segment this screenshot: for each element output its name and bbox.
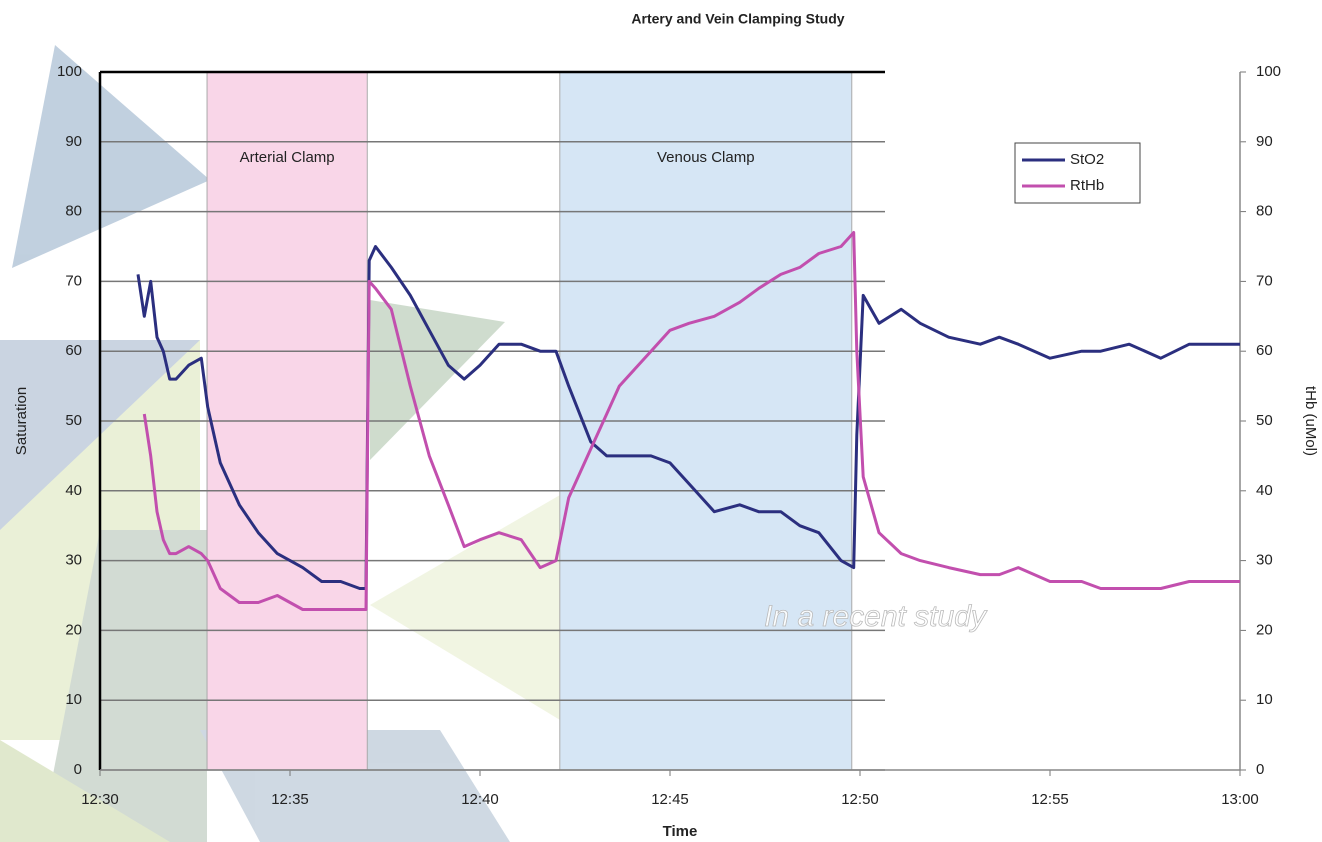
legend-label: StO2	[1070, 151, 1104, 168]
legend: StO2 RtHb	[1014, 142, 1141, 204]
y2-tick-label: 30	[1256, 552, 1273, 569]
y-tick-label: 100	[57, 63, 82, 80]
chart-title: Artery and Vein Clamping Study	[631, 11, 844, 27]
legend-label: RtHb	[1070, 177, 1104, 194]
y-tick-label: 30	[65, 552, 82, 569]
x-tick-label: 12:30	[81, 791, 119, 808]
y-tick-label: 20	[65, 621, 82, 638]
x-axis-label: Time	[663, 823, 698, 840]
y-tick-label: 50	[65, 412, 82, 429]
y-tick-label: 80	[65, 203, 82, 220]
x-tick-label: 13:00	[1221, 791, 1259, 808]
y-tick-label: 10	[65, 691, 82, 708]
y-tick-label: 0	[74, 761, 82, 778]
y2-tick-label: 10	[1256, 691, 1273, 708]
y-tick-label: 70	[65, 272, 82, 289]
x-tick-label: 12:35	[271, 791, 309, 808]
grid: 0 10 20 30 40 50 60 70 80 90 100 0 10 20 30 40 50 60 70 80 9…	[57, 63, 1281, 808]
y2-tick-label: 70	[1256, 272, 1273, 289]
x-tick-label: 12:55	[1031, 791, 1069, 808]
y2-tick-label: 0	[1256, 761, 1264, 778]
y-tick-label: 40	[65, 482, 82, 499]
y-tick-label: 60	[65, 342, 82, 359]
series-line	[142, 231, 1240, 611]
x-tick-label: 12:45	[651, 791, 689, 808]
watermark: In a recent study	[764, 600, 988, 633]
y2-tick-label: 50	[1256, 412, 1273, 429]
legend-box	[1014, 142, 1141, 204]
y-axis-label: Saturation	[13, 387, 30, 455]
x-tick-label: 12:40	[461, 791, 499, 808]
lines	[136, 231, 1240, 611]
y2-tick-label: 90	[1256, 133, 1273, 150]
y2-tick-label: 80	[1256, 203, 1273, 220]
x-tick-label: 12:50	[841, 791, 879, 808]
y2-axis-label: tHb (uMol)	[1302, 386, 1319, 456]
span-label: Venous Clamp	[657, 149, 755, 166]
y2-tick-label: 60	[1256, 342, 1273, 359]
span-label: Arterial Clamp	[240, 149, 335, 166]
y2-tick-label: 100	[1256, 63, 1281, 80]
y2-tick-label: 40	[1256, 482, 1273, 499]
y2-tick-label: 20	[1256, 621, 1273, 638]
series-line	[136, 245, 1240, 590]
y-tick-label: 90	[65, 133, 82, 150]
